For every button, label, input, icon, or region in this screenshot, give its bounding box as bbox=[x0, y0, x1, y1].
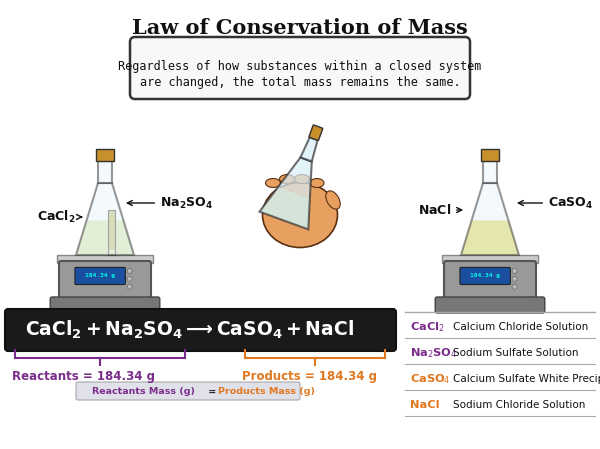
FancyBboxPatch shape bbox=[435, 297, 545, 313]
FancyBboxPatch shape bbox=[75, 268, 125, 285]
Text: $\mathbf{Na_2SO_4}$: $\mathbf{Na_2SO_4}$ bbox=[127, 195, 213, 211]
Polygon shape bbox=[107, 210, 115, 250]
Circle shape bbox=[512, 269, 517, 273]
Polygon shape bbox=[461, 220, 519, 255]
FancyBboxPatch shape bbox=[5, 309, 396, 351]
FancyBboxPatch shape bbox=[76, 382, 300, 400]
Text: Calcium Chloride Solution: Calcium Chloride Solution bbox=[453, 322, 588, 332]
Text: 184.34 g: 184.34 g bbox=[85, 273, 115, 278]
FancyBboxPatch shape bbox=[444, 261, 536, 301]
FancyBboxPatch shape bbox=[50, 297, 160, 313]
Polygon shape bbox=[76, 183, 134, 255]
Circle shape bbox=[127, 276, 132, 282]
Bar bbox=[442, 255, 538, 263]
Text: Sodium Chloride Solution: Sodium Chloride Solution bbox=[453, 400, 586, 410]
Polygon shape bbox=[461, 183, 519, 255]
Polygon shape bbox=[301, 137, 317, 162]
Ellipse shape bbox=[295, 175, 310, 184]
Bar bbox=[107, 210, 115, 255]
Text: Regardless of how substances within a closed system: Regardless of how substances within a cl… bbox=[118, 60, 482, 73]
Text: Na$_2$SO$_4$: Na$_2$SO$_4$ bbox=[410, 346, 457, 360]
Bar bbox=[98, 161, 112, 183]
Circle shape bbox=[127, 284, 132, 289]
Text: Reactants Mass (g): Reactants Mass (g) bbox=[92, 387, 195, 396]
FancyBboxPatch shape bbox=[460, 268, 511, 285]
Polygon shape bbox=[259, 187, 310, 229]
Polygon shape bbox=[309, 125, 323, 141]
Bar bbox=[56, 255, 154, 263]
Ellipse shape bbox=[280, 175, 295, 184]
Polygon shape bbox=[259, 158, 312, 229]
Text: 184.34 g: 184.34 g bbox=[470, 273, 500, 278]
Text: Products Mass (g): Products Mass (g) bbox=[218, 387, 315, 396]
FancyBboxPatch shape bbox=[130, 37, 470, 99]
Bar bbox=[96, 149, 114, 161]
Circle shape bbox=[512, 284, 517, 289]
Ellipse shape bbox=[265, 179, 281, 188]
Bar bbox=[481, 149, 499, 161]
Text: Reactants = 184.34 g: Reactants = 184.34 g bbox=[12, 370, 155, 383]
Text: $\mathbf{NaCl}$: $\mathbf{NaCl}$ bbox=[418, 203, 461, 217]
Text: $\mathbf{CaSO_4}$: $\mathbf{CaSO_4}$ bbox=[518, 195, 593, 211]
Text: $\mathbf{CaCl_2}$: $\mathbf{CaCl_2}$ bbox=[37, 209, 82, 225]
Text: =: = bbox=[205, 387, 220, 396]
Text: Products = 184.34 g: Products = 184.34 g bbox=[242, 370, 377, 383]
Text: NaCl: NaCl bbox=[410, 400, 440, 410]
Circle shape bbox=[512, 276, 517, 282]
Text: $\mathbf{CaCl_2 + Na_2SO_4 \longrightarrow CaSO_4 + NaCl}$: $\mathbf{CaCl_2 + Na_2SO_4 \longrightarr… bbox=[25, 319, 354, 341]
Text: Calcium Sulfate White Precipitate: Calcium Sulfate White Precipitate bbox=[453, 374, 600, 384]
Ellipse shape bbox=[310, 179, 324, 188]
Ellipse shape bbox=[326, 191, 340, 209]
FancyBboxPatch shape bbox=[59, 261, 151, 301]
Text: CaSO$_4$: CaSO$_4$ bbox=[410, 372, 451, 386]
Text: Law of Conservation of Mass: Law of Conservation of Mass bbox=[132, 18, 468, 38]
Text: are changed, the total mass remains the same.: are changed, the total mass remains the … bbox=[140, 76, 460, 89]
Text: CaCl$_2$: CaCl$_2$ bbox=[410, 320, 445, 334]
Polygon shape bbox=[76, 220, 134, 255]
Ellipse shape bbox=[263, 182, 337, 247]
Text: Sodium Sulfate Solution: Sodium Sulfate Solution bbox=[453, 348, 578, 358]
Bar bbox=[483, 161, 497, 183]
Circle shape bbox=[127, 269, 132, 273]
